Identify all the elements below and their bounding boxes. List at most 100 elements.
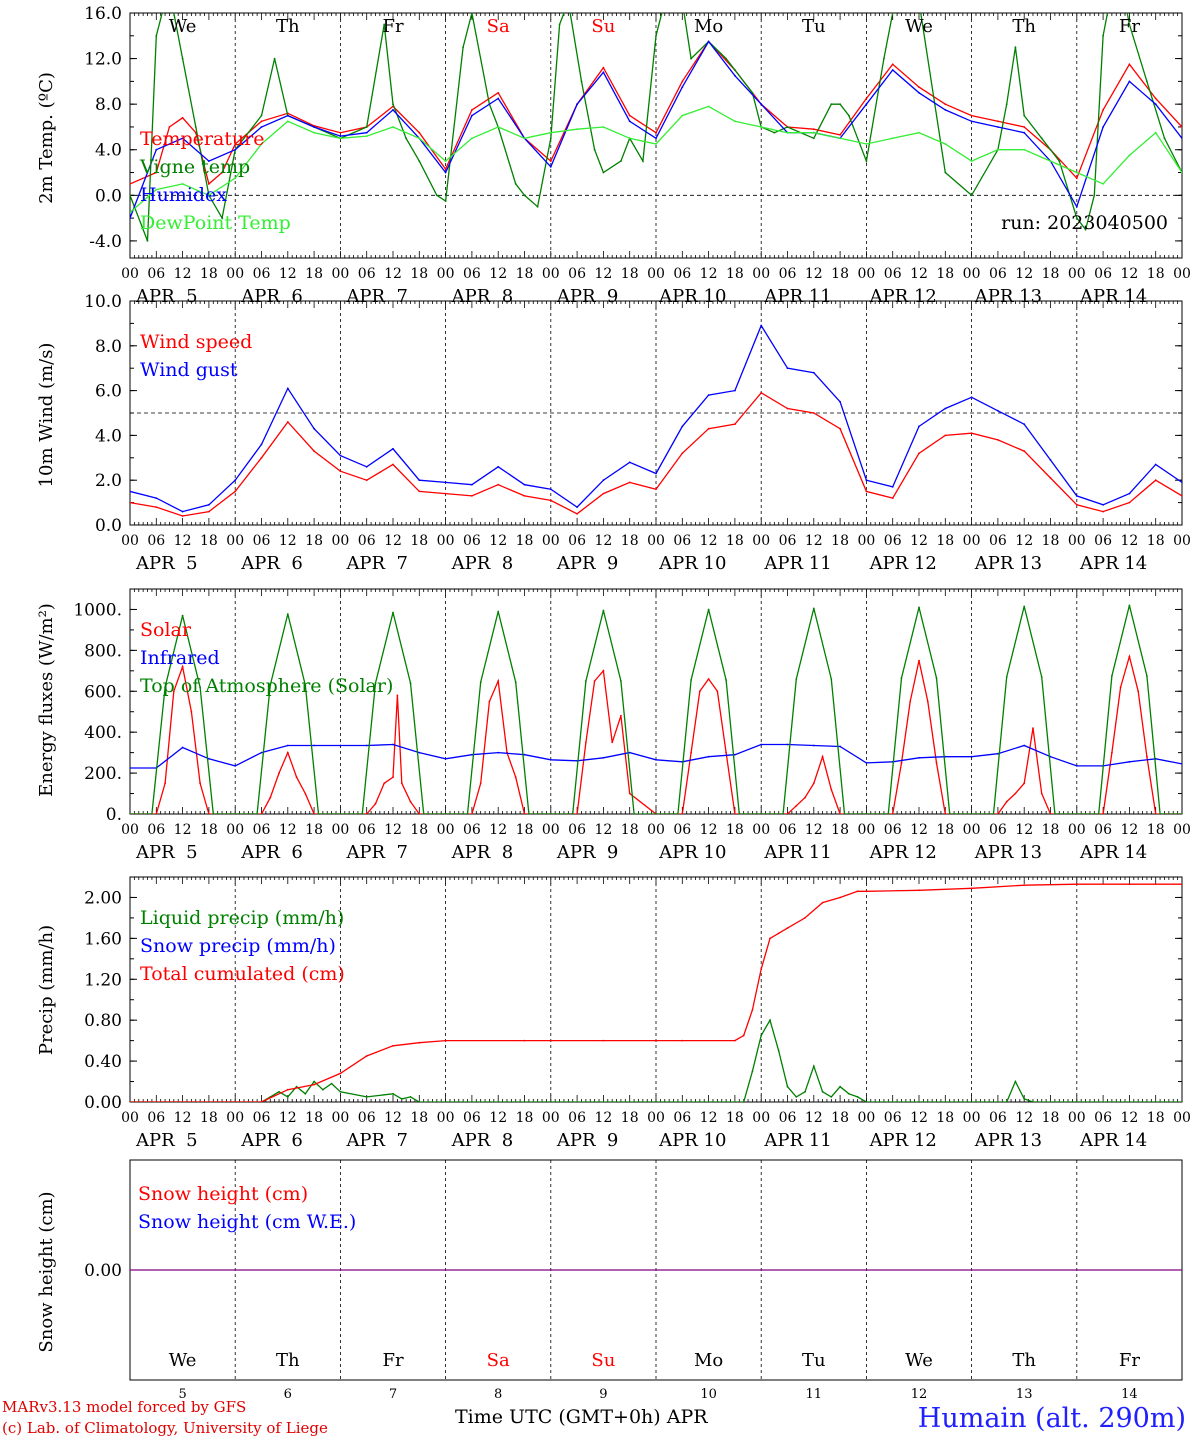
- day-of-week-label: Fr: [382, 1350, 403, 1371]
- data-point: [130, 183, 131, 185]
- data-point: [891, 63, 894, 66]
- data-point: [580, 80, 583, 83]
- data-point: [812, 371, 815, 374]
- data-point: [269, 684, 272, 686]
- date-label: APR 9: [556, 286, 619, 307]
- data-point: [130, 813, 131, 814]
- hour-tick-label: 06: [989, 533, 1007, 549]
- hour-tick-label: 06: [673, 533, 691, 549]
- data-point: [392, 776, 394, 779]
- data-point: [602, 71, 605, 74]
- day-number-label: 9: [599, 1387, 607, 1402]
- data-point: [1014, 1080, 1017, 1083]
- data-point: [1040, 676, 1043, 678]
- data-point: [865, 160, 868, 163]
- data-point: [435, 194, 438, 197]
- data-point: [593, 148, 596, 151]
- hour-tick-label: 12: [910, 822, 928, 838]
- hour-tick-label: 06: [884, 266, 902, 282]
- data-point: [1084, 228, 1087, 231]
- data-point: [1128, 604, 1131, 607]
- data-point: [1102, 813, 1104, 814]
- data-point: [260, 456, 263, 459]
- hour-tick-label: 06: [358, 533, 376, 549]
- hour-tick-label: 12: [1120, 533, 1138, 549]
- data-point: [304, 792, 307, 795]
- data-point: [944, 143, 947, 145]
- data-point: [611, 741, 614, 744]
- date-label: APR 13: [974, 553, 1042, 574]
- data-point: [970, 887, 973, 890]
- data-point: [365, 813, 368, 814]
- data-point: [151, 813, 153, 814]
- data-point: [1075, 813, 1078, 814]
- data-point: [918, 86, 920, 88]
- data-point: [690, 57, 692, 60]
- data-point: [322, 1088, 324, 1091]
- date-label: APR 10: [658, 553, 726, 574]
- hour-tick-label: 06: [779, 533, 797, 549]
- data-point: [804, 796, 806, 799]
- data-point: [471, 137, 473, 140]
- legend-entry: Total cumulated (cm): [140, 963, 345, 985]
- data-point: [181, 515, 184, 517]
- data-point: [181, 510, 184, 513]
- hour-tick-label: 12: [1120, 1110, 1138, 1126]
- y-tick-label: 2.0: [95, 471, 122, 491]
- data-point: [181, 183, 184, 185]
- data-point: [1102, 126, 1104, 128]
- data-point: [620, 714, 622, 717]
- data-point: [1075, 217, 1078, 220]
- data-point: [286, 387, 289, 390]
- date-label: APR 14: [1079, 842, 1147, 863]
- data-point: [260, 114, 263, 117]
- data-point: [782, 813, 784, 814]
- data-point: [900, 762, 903, 764]
- hour-tick-label: 00: [121, 266, 139, 282]
- data-point: [365, 479, 368, 482]
- hour-tick-label: 18: [621, 822, 639, 838]
- data-point: [1102, 510, 1104, 513]
- data-point: [146, 240, 149, 242]
- data-point: [1097, 813, 1100, 814]
- data-point: [1128, 883, 1131, 886]
- hour-tick-label: 18: [305, 533, 323, 549]
- hour-tick-label: 00: [226, 266, 244, 282]
- legend-entry: Infrared: [140, 647, 220, 669]
- data-point: [751, 1070, 754, 1073]
- hour-tick-label: 00: [857, 1110, 875, 1126]
- data-point: [514, 183, 517, 185]
- data-point: [812, 782, 815, 785]
- hour-tick-label: 00: [857, 266, 875, 282]
- data-point: [926, 700, 929, 703]
- hour-tick-label: 00: [542, 1110, 560, 1126]
- data-point: [970, 755, 973, 758]
- hour-tick-label: 00: [331, 533, 349, 549]
- data-point: [900, 677, 903, 679]
- data-point: [418, 160, 421, 163]
- data-point: [339, 454, 342, 457]
- data-point: [471, 495, 473, 497]
- data-point: [130, 1269, 131, 1271]
- hour-tick-label: 12: [174, 533, 192, 549]
- hour-tick-label: 00: [121, 533, 139, 549]
- data-point: [418, 490, 421, 493]
- hour-tick-label: 18: [1147, 533, 1165, 549]
- data-point: [514, 681, 517, 683]
- data-point: [444, 492, 447, 495]
- date-label: APR 14: [1079, 1130, 1147, 1151]
- data-point: [365, 135, 368, 138]
- hour-tick-label: 00: [331, 822, 349, 838]
- data-point: [549, 813, 552, 814]
- data-point: [317, 813, 320, 814]
- data-point: [681, 452, 684, 455]
- data-point: [1181, 495, 1182, 497]
- data-point: [655, 758, 657, 761]
- data-point: [339, 470, 342, 473]
- data-point: [856, 890, 859, 893]
- data-point: [1181, 763, 1182, 765]
- data-point: [181, 116, 184, 119]
- data-point: [181, 665, 184, 668]
- site-name: Humain (alt. 290m): [917, 1403, 1186, 1434]
- hour-tick-label: 18: [1042, 822, 1060, 838]
